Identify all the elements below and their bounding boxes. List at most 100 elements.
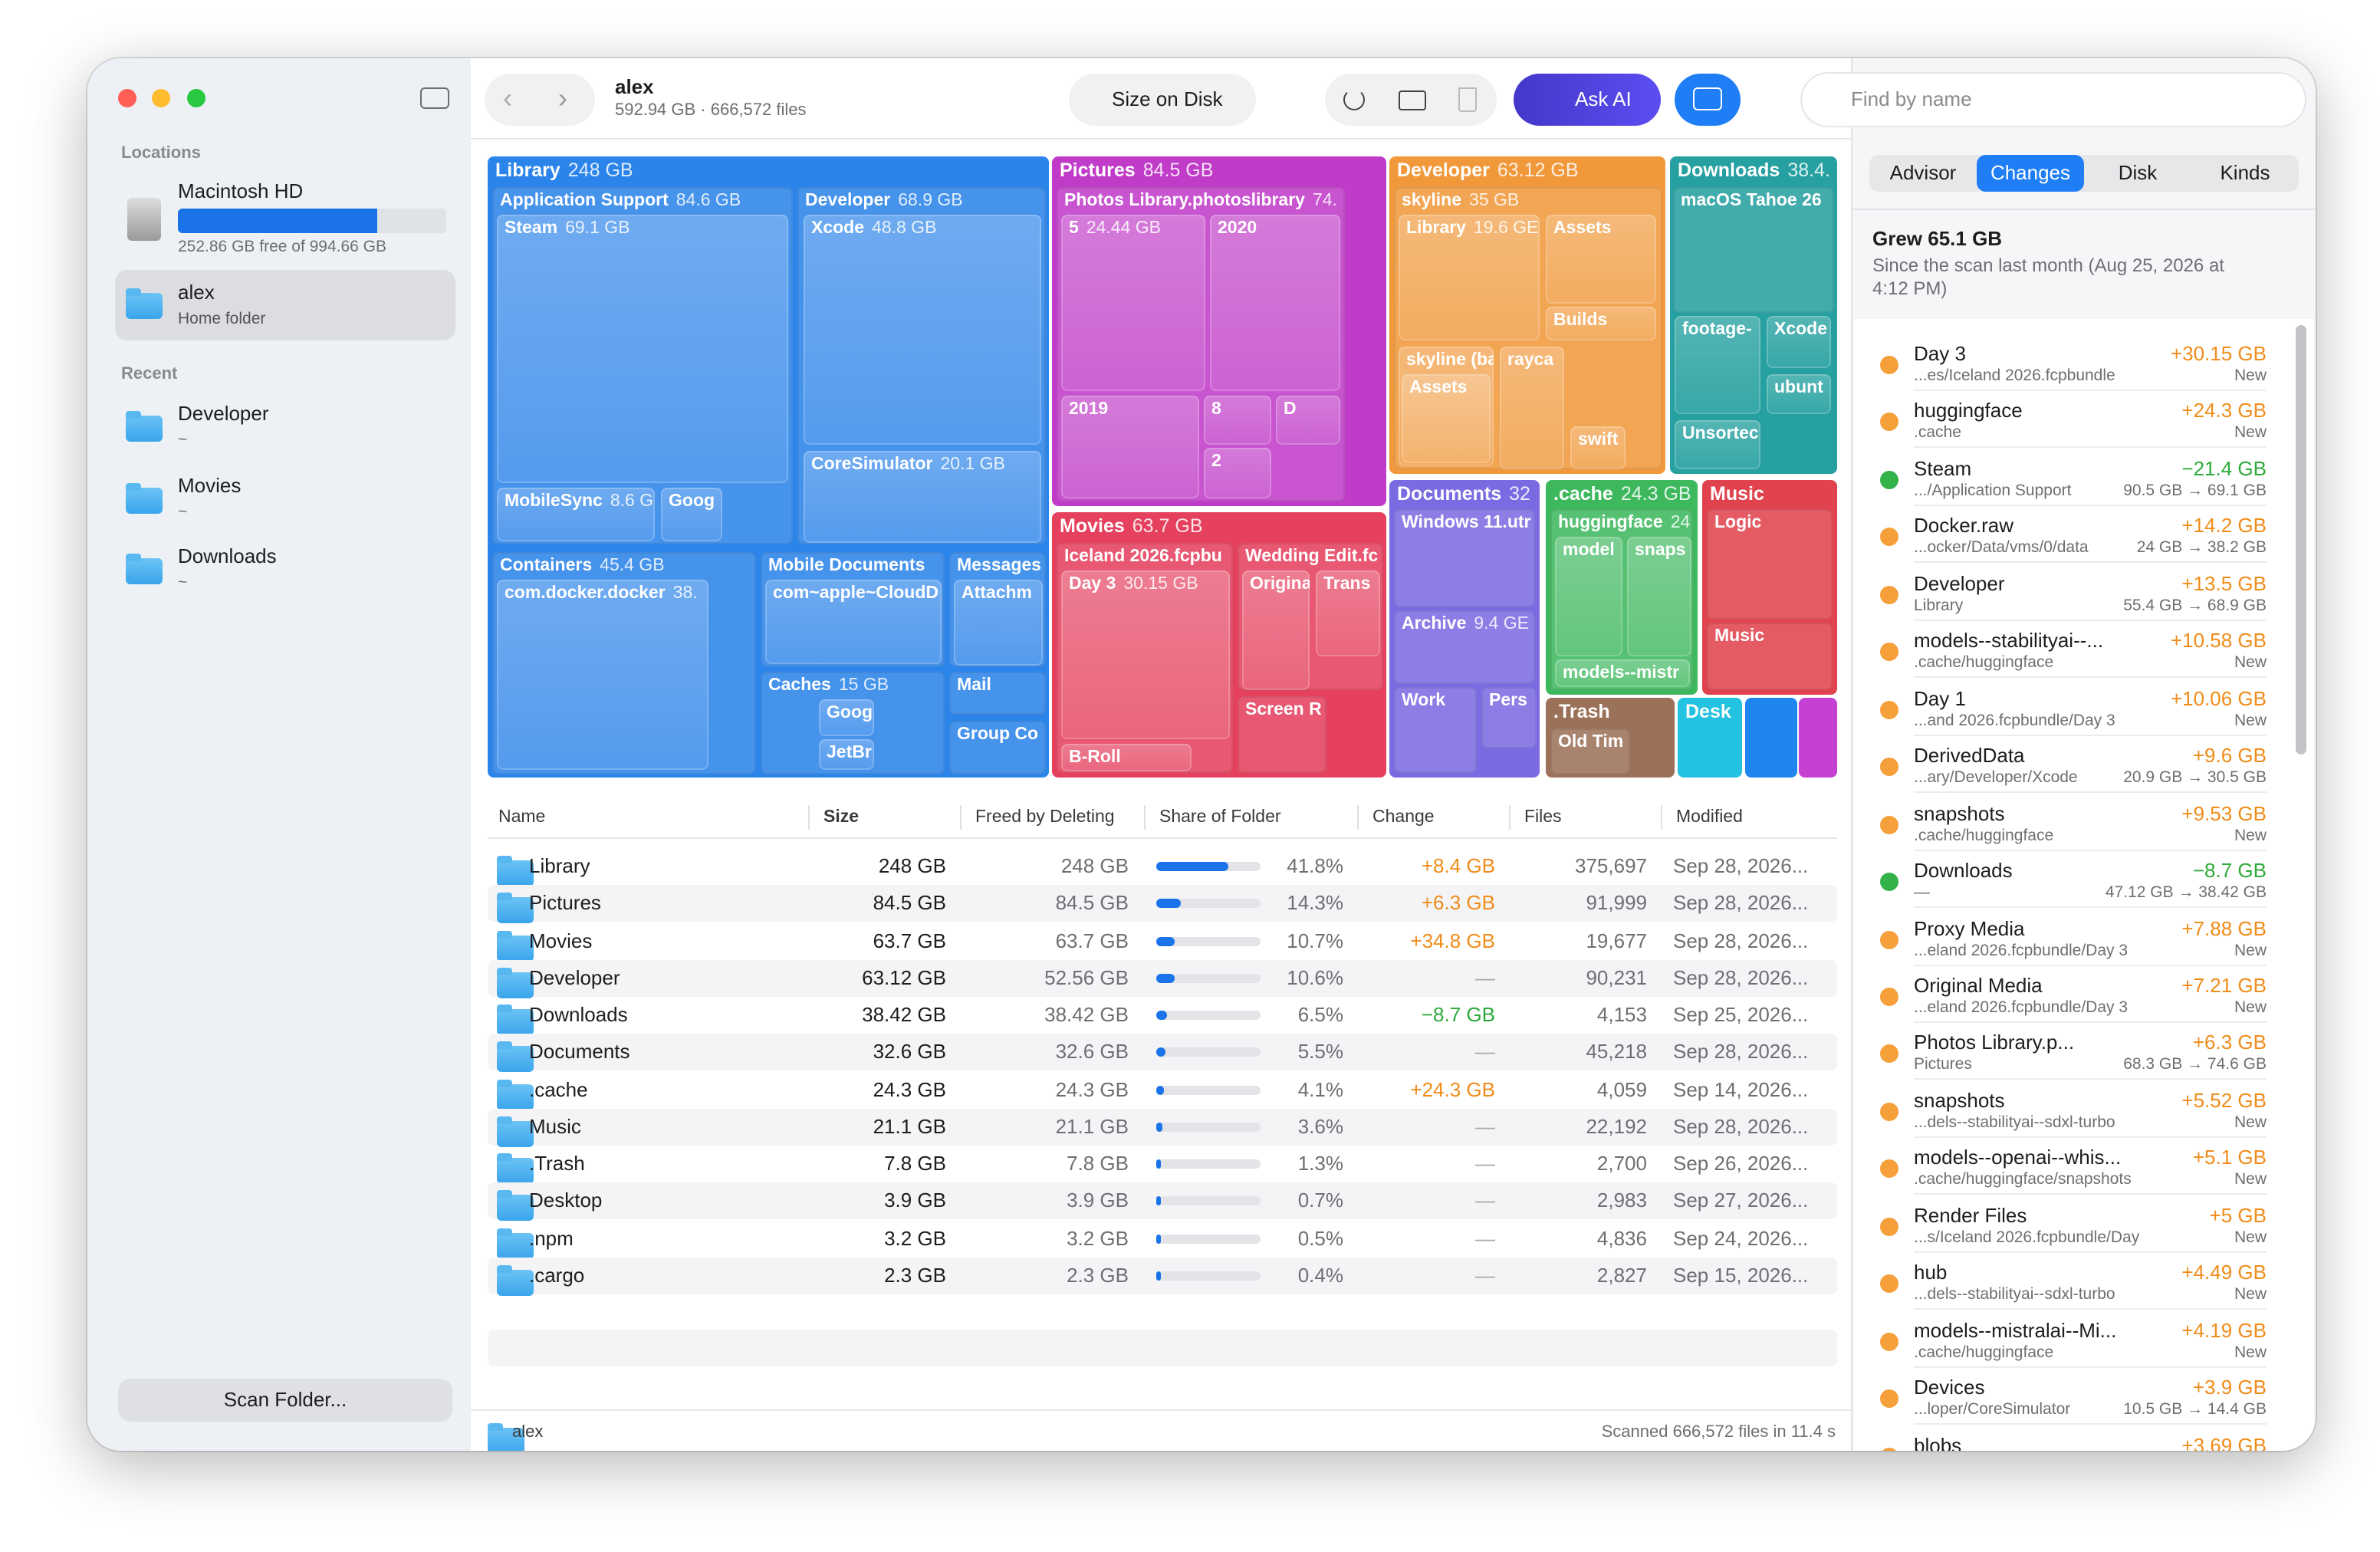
treemap-block[interactable]: MobileSync 8.6 G	[497, 488, 655, 541]
tab[interactable]: Disk	[2118, 161, 2158, 184]
treemap-block[interactable]: 5 24.44 GB	[1061, 215, 1205, 391]
treemap-block[interactable]: JetBr	[819, 739, 874, 770]
treemap-block[interactable]: Library 19.6 GE	[1399, 215, 1540, 340]
item-name: models--mistralai--Mi...	[1914, 1318, 2117, 1342]
treemap-block[interactable]: .cache 24.3 GB	[1546, 480, 1698, 695]
treemap-block[interactable]: Assets	[1402, 374, 1491, 463]
panel-toggle[interactable]	[1675, 74, 1741, 126]
treemap-block[interactable]: Group Co	[949, 721, 1046, 774]
treemap-block[interactable]: rayca	[1500, 347, 1564, 469]
treemap-block[interactable]: B-Roll	[1061, 744, 1192, 771]
treemap-block[interactable]: swift	[1570, 426, 1626, 469]
treemap-block[interactable]: com.docker.docker 38.	[497, 580, 708, 770]
location-name: alex	[178, 281, 215, 304]
treemap-block[interactable]: Xcode 48.8 GB	[804, 215, 1041, 445]
ask-ai-button[interactable]: Ask AI	[1514, 74, 1661, 126]
treemap-block[interactable]: skyline 35 GB	[1394, 187, 1662, 469]
treemap-block[interactable]: Goog	[819, 699, 874, 736]
treemap-block[interactable]: Desk	[1678, 698, 1742, 778]
treemap-block[interactable]: Day 3 30.15 GB	[1061, 570, 1230, 739]
treemap-block[interactable]: Documents 32	[1389, 480, 1540, 778]
treemap-block[interactable]: Builds	[1546, 307, 1656, 340]
window-control[interactable]	[187, 89, 205, 107]
treemap-block[interactable]: D	[1276, 396, 1340, 445]
treemap-block[interactable]: Iceland 2026.fcpbu	[1057, 543, 1233, 773]
window-control[interactable]	[152, 89, 170, 107]
treemap-block[interactable]: Goog	[661, 488, 722, 541]
treemap-block[interactable]: Assets	[1546, 215, 1656, 304]
treemap-block[interactable]: com~apple~CloudD	[765, 580, 942, 664]
treemap-block[interactable]: ubunt	[1767, 374, 1831, 414]
share-bar	[1156, 899, 1182, 909]
treemap-block[interactable]: Music	[1702, 480, 1837, 695]
treemap-block[interactable]: Unsortec	[1675, 420, 1760, 469]
treemap-block[interactable]: Messages	[949, 552, 1046, 667]
treemap-block[interactable]: Old Tim	[1550, 728, 1630, 774]
treemap-block[interactable]: model	[1555, 537, 1622, 656]
treemap-block[interactable]: Mail	[949, 672, 1046, 715]
tab[interactable]: Changes	[1977, 155, 2084, 192]
tab[interactable]: Kinds	[2220, 161, 2270, 184]
share-bar	[1156, 1159, 1161, 1169]
treemap-block[interactable]: 2019	[1061, 396, 1199, 498]
treemap-block[interactable]: Xcode	[1767, 316, 1831, 368]
search-field[interactable]	[1802, 74, 2305, 126]
treemap-block[interactable]: Developer 68.9 GB	[797, 187, 1046, 544]
treemap-block[interactable]: 8	[1204, 396, 1271, 445]
treemap-block[interactable]: models--mistr	[1555, 659, 1690, 687]
scrollbar	[2296, 325, 2306, 755]
treemap-block[interactable]: 2	[1204, 448, 1271, 498]
treemap-block[interactable]: Trans	[1316, 570, 1380, 656]
treemap-block[interactable]: Wedding Edit.fc	[1238, 543, 1383, 690]
treemap-block[interactable]: Steam 69.1 GB	[497, 215, 788, 483]
treemap-block[interactable]: Mobile Documents	[761, 552, 945, 667]
treemap-block[interactable]: Caches 15 GB	[761, 672, 945, 774]
nav-buttons[interactable]	[485, 74, 595, 126]
block-name: Containers	[500, 557, 593, 575]
treemap-block[interactable]: Movies 63.7 GB	[1052, 512, 1386, 778]
selected-location[interactable]	[115, 270, 455, 340]
treemap-block[interactable]: Pers	[1481, 687, 1537, 748]
item-name: DerivedData	[1914, 744, 2025, 768]
treemap-block[interactable]: Application Support 84.6 GB	[492, 187, 793, 544]
item-change: +7.21 GB	[2181, 973, 2267, 997]
treemap-block[interactable]: footage-	[1675, 316, 1760, 414]
refresh-icon	[1343, 89, 1365, 110]
treemap-block[interactable]: .Trash	[1546, 698, 1675, 778]
window-control[interactable]	[118, 89, 136, 107]
treemap-block[interactable]: Logic	[1707, 509, 1833, 620]
block-name: Documents	[1397, 483, 1502, 505]
treemap-block[interactable]: macOS Tahoe 26	[1673, 187, 1834, 313]
scan-button[interactable]: Scan Folder...	[118, 1379, 452, 1422]
treemap-block[interactable]: Library 248 GB	[488, 156, 1049, 778]
treemap-block[interactable]: Work	[1394, 687, 1477, 773]
mode-button[interactable]	[1069, 74, 1256, 126]
treemap-block[interactable]: Photos Library.photoslibrary 74.	[1057, 187, 1345, 501]
disk-free: 252.86 GB free of 994.66 GB	[178, 238, 387, 256]
item-separator	[1914, 390, 2267, 391]
treemap-block[interactable]: Screen R	[1238, 696, 1326, 773]
treemap-block[interactable]: Developer 63.12 GB	[1389, 156, 1665, 474]
treemap-block[interactable]: huggingface 24	[1550, 509, 1693, 690]
treemap-block[interactable]: Music	[1707, 623, 1833, 690]
treemap-block[interactable]: CoreSimulator 20.1 GB	[804, 451, 1041, 543]
treemap-block[interactable]: Attachm	[954, 580, 1043, 666]
cell-share: 1.3%	[1297, 1152, 1343, 1175]
status-scanned: Scanned 666,572 files in 11.4 s	[1601, 1423, 1836, 1442]
treemap-block[interactable]: 2020	[1210, 215, 1340, 391]
treemap-block[interactable]: Windows 11.utr	[1394, 509, 1535, 607]
block-name: 2	[1211, 452, 1221, 471]
share-track	[1156, 1047, 1261, 1057]
treemap-block[interactable]: Archive 9.4 GE	[1394, 610, 1535, 684]
cell-size: 21.1 GB	[873, 1114, 946, 1138]
share-track	[1156, 1271, 1261, 1281]
treemap-block[interactable]: skyline (ba	[1399, 347, 1494, 466]
treemap-block[interactable]: Downloads 38.4.	[1670, 156, 1837, 474]
treemap-block[interactable]: Pictures 84.5 GB	[1052, 156, 1386, 506]
treemap-block[interactable]: snaps	[1627, 537, 1691, 656]
tab[interactable]: Advisor	[1889, 161, 1957, 184]
item-detail: New	[2234, 941, 2267, 959]
sidebar-toggle[interactable]	[420, 87, 449, 109]
treemap-block[interactable]: Origina	[1242, 570, 1310, 690]
treemap-block[interactable]: Containers 45.4 GB	[492, 552, 756, 774]
